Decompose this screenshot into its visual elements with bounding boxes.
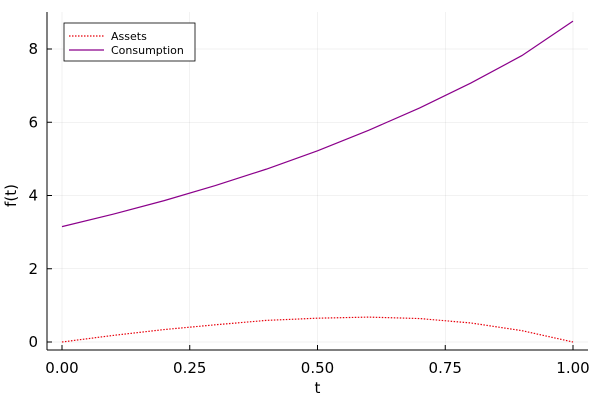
y-axis-label: f(t)	[2, 184, 20, 207]
x-tick-label: 0.75	[429, 359, 462, 377]
grid-lines	[47, 12, 588, 350]
y-tick-label: 6	[28, 113, 38, 131]
y-tick-label: 8	[28, 40, 38, 58]
x-tick-label: 0.25	[173, 359, 206, 377]
axes	[46, 12, 588, 351]
series-line-assets	[61, 316, 574, 343]
y-tick-label: 2	[28, 260, 38, 278]
y-tick-label: 4	[28, 187, 38, 205]
series-line-consumption	[61, 20, 574, 228]
series-layer	[61, 20, 574, 343]
x-tick-label: 0.50	[301, 359, 334, 377]
y-tick-label: 0	[28, 333, 38, 351]
x-tick-label: 1.00	[556, 359, 589, 377]
x-axis-label: t	[315, 379, 321, 397]
legend-label: Assets	[111, 30, 147, 43]
legend-label: Consumption	[111, 44, 184, 57]
x-tick-label: 0.00	[45, 359, 78, 377]
legend-box	[63, 22, 196, 62]
tick-labels: 0.00 0.25 0.50 0.75 1.00 0 2 4 6 8	[28, 40, 589, 377]
